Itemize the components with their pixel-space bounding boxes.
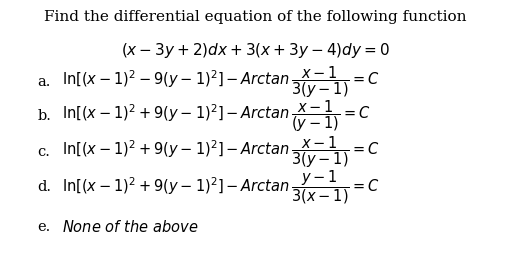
Text: $\mathrm{ln}[(x-1)^2 + 9(y-1)^2] - \mathit{Arctan}\,\dfrac{x-1}{3(y-1)} = C$: $\mathrm{ln}[(x-1)^2 + 9(y-1)^2] - \math… (62, 134, 380, 169)
Text: $\mathrm{ln}[(x-1)^2 - 9(y-1)^2] - \mathit{Arctan}\,\dfrac{x-1}{3(y-1)} = C$: $\mathrm{ln}[(x-1)^2 - 9(y-1)^2] - \math… (62, 64, 380, 100)
Text: e.: e. (37, 219, 51, 233)
Text: b.: b. (37, 109, 51, 123)
Text: $\mathrm{ln}[(x-1)^2 + 9(y-1)^2] - \mathit{Arctan}\,\dfrac{x-1}{(y-1)} = C$: $\mathrm{ln}[(x-1)^2 + 9(y-1)^2] - \math… (62, 98, 370, 134)
Text: d.: d. (37, 180, 51, 194)
Text: c.: c. (37, 145, 50, 158)
Text: $(x - 3y + 2)dx + 3(x + 3y - 4)dy = 0$: $(x - 3y + 2)dx + 3(x + 3y - 4)dy = 0$ (121, 40, 390, 59)
Text: Find the differential equation of the following function: Find the differential equation of the fo… (44, 10, 467, 24)
Text: a.: a. (37, 75, 51, 89)
Text: $\mathrm{ln}[(x-1)^2 + 9(y-1)^2] - \mathit{Arctan}\,\dfrac{y-1}{3(x-1)} = C$: $\mathrm{ln}[(x-1)^2 + 9(y-1)^2] - \math… (62, 168, 380, 205)
Text: $\mathit{None\ of\ the\ above}$: $\mathit{None\ of\ the\ above}$ (62, 218, 198, 234)
